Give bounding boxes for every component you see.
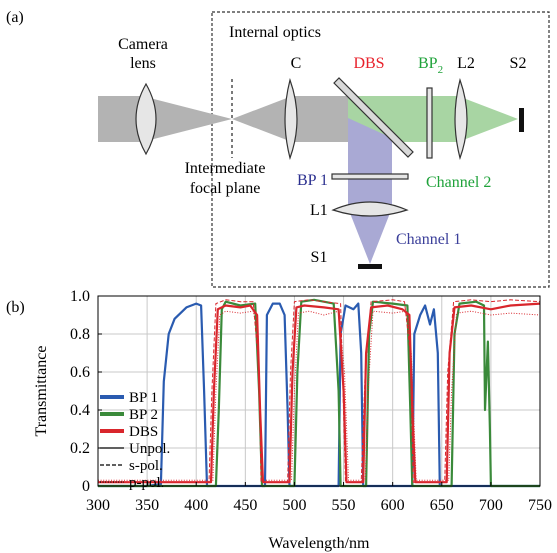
- l1-label: L1: [310, 202, 328, 219]
- x-tick-label: 600: [381, 497, 405, 514]
- y-tick-label: 0.8: [70, 326, 90, 343]
- panel-a-label: (a): [6, 9, 24, 26]
- l2-label: L2: [457, 55, 475, 72]
- legend-label: p-pol.: [129, 475, 164, 491]
- channel-1-label: Channel 1: [396, 231, 461, 248]
- panel-a-diagram: (a) Camera lens Internal opti: [6, 9, 550, 288]
- input-beam: [98, 96, 232, 142]
- internal-optics-box: [211, 11, 550, 288]
- y-tick-label: 1.0: [70, 288, 90, 305]
- s2-label: S2: [510, 55, 527, 72]
- legend-label: BP 2: [129, 407, 158, 423]
- x-tick-label: 300: [86, 497, 110, 514]
- collimator-lens-c: [284, 77, 298, 161]
- intermediate-label-1: Intermediate: [185, 160, 266, 177]
- camera-lens-label-1: Camera: [118, 36, 168, 53]
- x-tick-label: 400: [184, 497, 208, 514]
- legend-label: s-pol.: [129, 458, 163, 474]
- bp2-label: BP2: [418, 55, 443, 76]
- x-tick-label: 700: [479, 497, 503, 514]
- y-tick-label: 0.4: [70, 402, 90, 419]
- series-line-3: [98, 299, 541, 483]
- sensor-s2: [519, 108, 524, 132]
- series-line-2: [98, 302, 541, 484]
- dichroic-beam-splitter: [333, 77, 414, 158]
- series-line-4: [98, 310, 541, 481]
- x-tick-label: 750: [528, 497, 552, 514]
- panel-b-label: (b): [6, 299, 25, 316]
- legend-label: Unpol.: [129, 441, 170, 457]
- bandpass-filter-2: [426, 87, 433, 159]
- panel-b-chart: (b) 300 350 400 450 500 550 600 650 700 750 0 0.2 0.…: [6, 288, 552, 552]
- camera-lens: [135, 82, 157, 156]
- x-axis-label: Wavelength/nm: [269, 535, 370, 552]
- internal-optics-label: Internal optics: [229, 24, 321, 41]
- s1-label: S1: [311, 249, 328, 266]
- c-label: C: [291, 55, 302, 72]
- sensor-s1: [358, 264, 382, 269]
- plot-frame: [97, 295, 541, 487]
- y-tick-label: 0: [82, 478, 90, 495]
- x-tick-label: 550: [332, 497, 356, 514]
- channel-2-label: Channel 2: [426, 174, 491, 191]
- intermediate-label-2: focal plane: [190, 180, 261, 197]
- x-tick-label: 650: [430, 497, 454, 514]
- legend-label: DBS: [129, 424, 158, 440]
- x-tick-label: 350: [135, 497, 159, 514]
- camera-lens-label-2: lens: [130, 55, 156, 72]
- bp1-label: BP 1: [297, 172, 328, 189]
- dbs-label: DBS: [353, 55, 384, 72]
- series-line-0: [98, 302, 540, 488]
- legend-label: BP 1: [129, 390, 158, 406]
- chart-series: [98, 298, 541, 488]
- bandpass-filter-1: [331, 173, 409, 180]
- y-tick-label: 0.2: [70, 440, 90, 457]
- channel-1-beam: [348, 118, 392, 264]
- y-tick-label: 0.6: [70, 364, 90, 381]
- x-tick-label: 500: [282, 497, 306, 514]
- y-axis-label: Transmittance: [33, 346, 50, 437]
- lens-l1: [331, 201, 409, 217]
- x-tick-label: 450: [233, 497, 257, 514]
- lens-l2: [454, 77, 468, 161]
- chart-ticks: 300 350 400 450 500 550 600 650 700 750 0 0.2 0.4 0.6…: [70, 288, 552, 514]
